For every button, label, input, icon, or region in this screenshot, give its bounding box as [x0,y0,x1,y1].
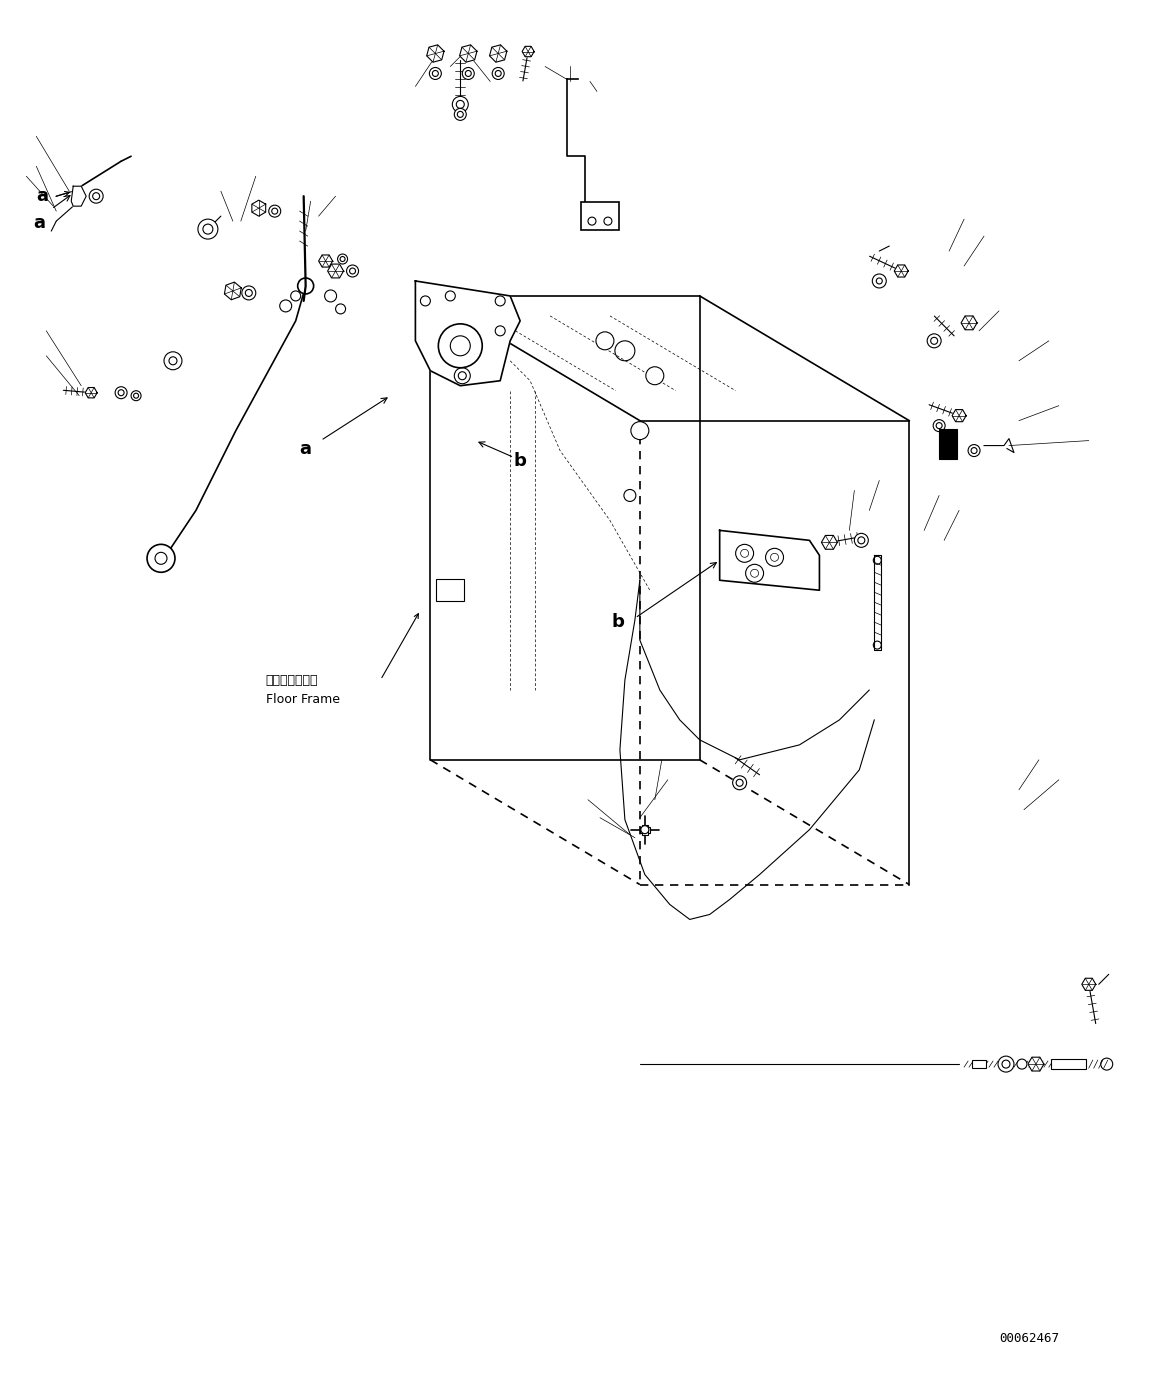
Circle shape [736,544,754,562]
Circle shape [933,419,946,431]
Polygon shape [71,187,86,206]
Circle shape [1003,1061,1009,1068]
Text: フロアフレーム: フロアフレーム [266,673,319,687]
Circle shape [968,445,980,456]
Circle shape [452,96,469,113]
Circle shape [465,70,471,77]
Circle shape [495,295,505,306]
Circle shape [450,335,470,356]
Text: b: b [514,452,527,470]
Circle shape [433,70,438,77]
Bar [436,580,464,602]
Circle shape [245,290,252,297]
Circle shape [269,205,280,217]
Polygon shape [1028,1057,1044,1070]
Circle shape [971,448,977,453]
Polygon shape [85,387,98,398]
Bar [640,827,650,833]
Polygon shape [490,45,507,62]
Circle shape [272,207,278,214]
Circle shape [455,109,466,121]
Circle shape [350,268,356,273]
Text: a: a [34,214,45,232]
Polygon shape [952,409,966,422]
Circle shape [93,192,100,199]
Polygon shape [459,45,477,62]
Circle shape [147,544,174,573]
Circle shape [495,326,505,335]
Circle shape [492,67,505,80]
Circle shape [169,357,177,364]
Bar [1051,1059,1086,1069]
Circle shape [164,352,181,370]
Polygon shape [224,282,241,300]
Circle shape [595,333,614,350]
Circle shape [876,278,883,284]
Circle shape [347,265,358,278]
Bar [582,202,619,229]
Text: 00062467: 00062467 [999,1331,1059,1345]
Polygon shape [427,45,444,62]
Circle shape [645,367,664,385]
Text: b: b [612,613,625,631]
Polygon shape [821,536,837,550]
Circle shape [242,286,256,300]
Circle shape [90,190,104,203]
Circle shape [495,70,501,77]
Circle shape [298,278,314,294]
Bar [642,824,648,834]
Circle shape [131,390,141,401]
Circle shape [337,254,348,264]
Circle shape [457,111,463,117]
Polygon shape [319,256,333,267]
Circle shape [855,533,869,547]
Polygon shape [720,530,820,591]
Bar [972,1061,986,1068]
Circle shape [641,826,649,834]
Circle shape [736,779,743,786]
Circle shape [438,324,483,368]
Circle shape [119,390,124,396]
Circle shape [765,548,784,566]
Circle shape [998,1057,1014,1072]
Circle shape [771,554,778,562]
Circle shape [115,386,127,398]
Text: Floor Frame: Floor Frame [266,694,340,706]
Circle shape [198,218,217,239]
Polygon shape [522,47,534,56]
Polygon shape [961,316,977,330]
Circle shape [745,565,764,583]
Circle shape [134,393,138,398]
Circle shape [872,273,886,289]
Circle shape [927,334,941,348]
Circle shape [741,550,749,558]
Text: a: a [36,187,49,205]
Circle shape [750,569,758,577]
Polygon shape [894,265,908,278]
Bar [940,429,957,459]
Circle shape [420,295,430,306]
Circle shape [280,300,292,312]
Circle shape [733,776,747,790]
Polygon shape [1082,978,1096,991]
Circle shape [340,257,345,261]
Polygon shape [328,264,343,278]
Circle shape [858,537,865,544]
Circle shape [630,422,649,440]
Text: a: a [300,440,312,458]
Circle shape [202,224,213,234]
Circle shape [456,100,464,109]
Polygon shape [252,201,265,216]
Circle shape [445,291,455,301]
Circle shape [1016,1059,1027,1069]
Circle shape [462,67,475,80]
Polygon shape [415,280,520,386]
Circle shape [429,67,441,80]
Circle shape [930,338,937,345]
Circle shape [936,423,942,429]
